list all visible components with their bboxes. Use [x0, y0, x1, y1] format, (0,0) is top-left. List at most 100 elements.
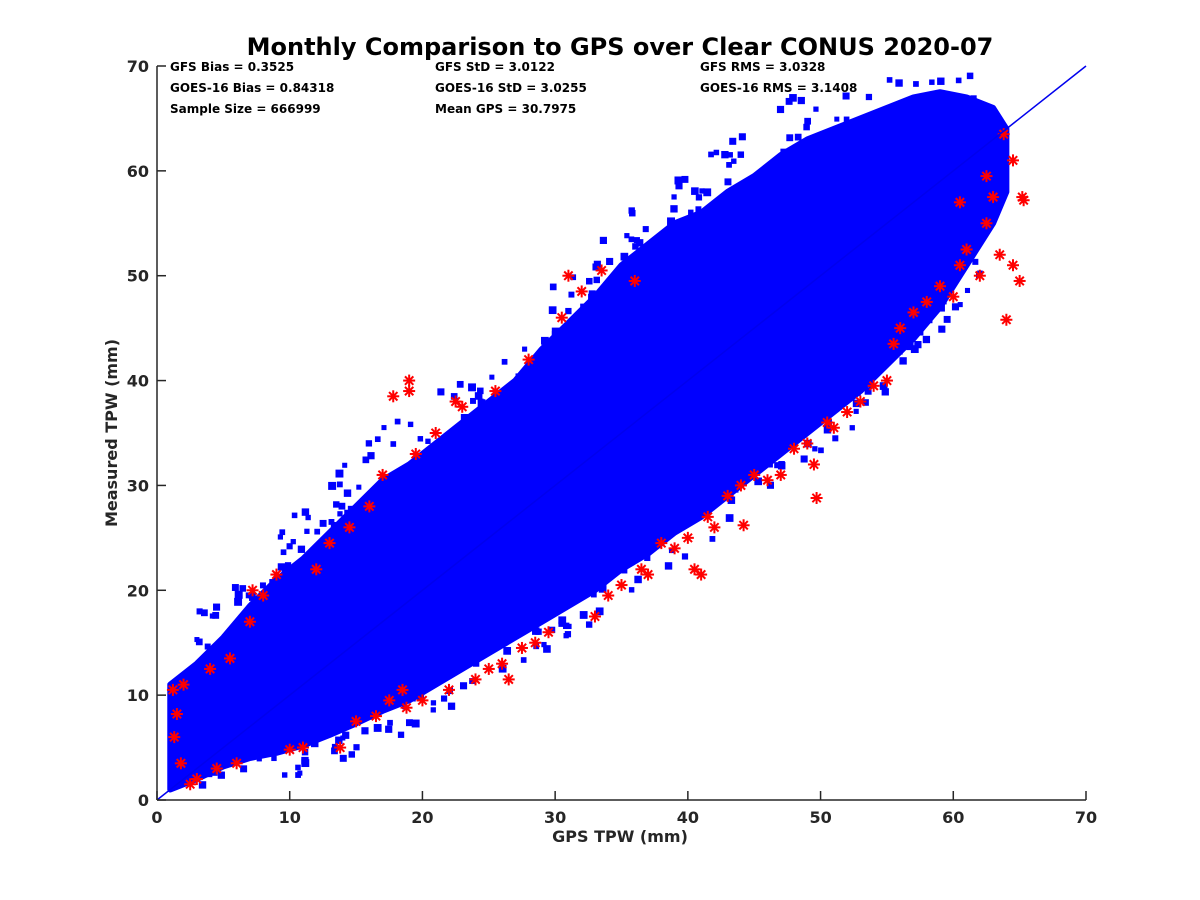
blue-point: [456, 380, 464, 388]
x-tick-label: 40: [677, 808, 699, 827]
blue-point: [328, 481, 337, 490]
blue-point: [642, 226, 649, 233]
red-asterisk-point: [681, 531, 694, 544]
red-asterisk-point: [602, 589, 615, 602]
blue-point: [342, 462, 348, 468]
blue-point: [336, 481, 343, 488]
blue-point: [297, 770, 303, 776]
blue-point: [843, 116, 850, 123]
blue-point: [606, 257, 614, 266]
red-asterisk-point: [973, 269, 986, 282]
dense-point-cloud: [167, 89, 1010, 793]
blue-point: [731, 158, 737, 164]
blue-point: [489, 374, 495, 380]
red-asterisk-point: [177, 678, 190, 691]
blue-point: [910, 345, 919, 354]
blue-point: [470, 397, 476, 404]
blue-point: [344, 509, 352, 517]
blue-point: [585, 621, 593, 628]
blue-point: [599, 236, 607, 245]
red-asterisk-point: [529, 636, 542, 649]
blue-point: [390, 441, 397, 447]
blue-point: [338, 502, 346, 510]
blue-point: [558, 621, 564, 627]
blue-point: [628, 236, 635, 243]
red-asterisk-point: [243, 615, 256, 628]
red-asterisk-point: [854, 395, 867, 408]
red-asterisk-point: [283, 743, 296, 756]
red-asterisk-point: [987, 191, 1000, 204]
blue-point: [196, 608, 203, 615]
x-tick-label: 50: [809, 808, 831, 827]
red-asterisk-point: [867, 379, 880, 392]
blue-point: [812, 446, 818, 452]
red-asterisk-point: [1007, 154, 1020, 167]
blue-point: [337, 511, 343, 517]
red-asterisk-point: [416, 694, 429, 707]
red-asterisk-point: [801, 437, 814, 450]
red-asterisk-point: [310, 563, 323, 576]
blue-point: [543, 645, 551, 653]
blue-point: [940, 298, 947, 305]
blue-point: [365, 440, 373, 447]
red-asterisk-point: [350, 715, 363, 728]
red-asterisk-point: [166, 683, 179, 696]
blue-point: [628, 587, 635, 593]
red-asterisk-point: [190, 773, 203, 786]
blue-point: [204, 643, 211, 650]
blue-point: [417, 436, 424, 442]
red-asterisk-point: [880, 374, 893, 387]
red-asterisk-point: [807, 458, 820, 471]
blue-point: [205, 770, 213, 778]
red-asterisk-point: [907, 306, 920, 319]
blue-point: [562, 622, 570, 630]
blue-point: [563, 633, 569, 639]
red-asterisk-point: [400, 701, 413, 714]
blue-point: [929, 79, 935, 85]
blue-point: [913, 81, 919, 87]
red-asterisk-point: [737, 519, 750, 532]
blue-point: [586, 277, 593, 285]
blue-point: [681, 553, 689, 560]
axes: 0 10 20 30 40 50 60 70 0 10 20 30 40 50 60 70: [127, 57, 1097, 827]
blue-point: [450, 393, 458, 400]
blue-point: [397, 731, 405, 738]
blue-point: [373, 724, 382, 732]
blue-point: [356, 484, 362, 490]
blue-point: [785, 97, 793, 105]
blue-point: [501, 358, 508, 365]
red-asterisk-point: [296, 741, 309, 754]
blue-point: [548, 306, 557, 315]
blue-point: [469, 678, 476, 684]
x-tick-label: 10: [279, 808, 301, 827]
red-asterisk-point: [734, 479, 747, 492]
blue-point: [239, 585, 247, 592]
blue-point: [304, 528, 310, 534]
red-asterisk-point: [403, 374, 416, 387]
blue-point: [333, 501, 340, 508]
red-asterisk-point: [562, 269, 575, 282]
red-asterisk-point: [595, 264, 608, 277]
blue-point: [301, 508, 310, 516]
blue-point: [271, 755, 277, 762]
blue-point: [674, 176, 683, 185]
blue-point: [955, 77, 962, 84]
blue-point: [279, 529, 286, 536]
red-asterisk-point: [270, 568, 283, 581]
blue-point: [328, 519, 335, 525]
blue-point: [951, 303, 960, 311]
red-asterisk-point: [442, 683, 455, 696]
blue-point: [598, 584, 607, 593]
blue-point: [374, 436, 381, 443]
blue-point: [394, 418, 401, 425]
red-asterisk-point: [774, 468, 787, 481]
y-tick-label: 50: [127, 267, 149, 286]
blue-point: [590, 591, 597, 598]
red-asterisk-point: [257, 589, 270, 602]
blue-point: [813, 106, 819, 112]
y-tick-label: 70: [127, 57, 149, 76]
blue-point: [803, 123, 810, 131]
red-asterisk-point: [701, 510, 714, 523]
blue-point: [331, 747, 338, 755]
blue-point: [259, 582, 266, 589]
